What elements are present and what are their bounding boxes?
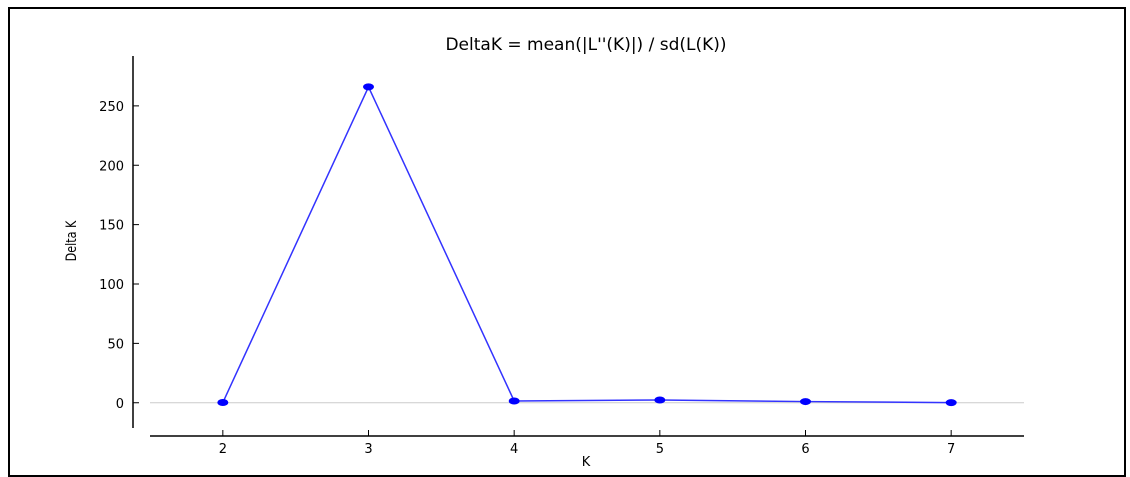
x-tick-label: 2 bbox=[219, 442, 227, 457]
series-line bbox=[222, 85, 952, 404]
x-tick-label: 7 bbox=[947, 442, 955, 457]
x-tick-label: 5 bbox=[656, 442, 664, 457]
data-point bbox=[363, 83, 374, 91]
data-point bbox=[945, 399, 957, 407]
y-ticks: 0 50 100 150 200 250 bbox=[99, 100, 139, 412]
y-tick-label: 150 bbox=[99, 219, 124, 234]
x-tick-label: 4 bbox=[510, 442, 518, 457]
x-tick-label: 6 bbox=[801, 442, 809, 457]
y-tick-label: 50 bbox=[107, 337, 124, 352]
chart-title: DeltaK = mean(|L''(K)|) / sd(L(K)) bbox=[445, 35, 726, 55]
x-axis-label: K bbox=[582, 455, 591, 468]
figure-frame bbox=[8, 7, 1126, 477]
data-point bbox=[654, 396, 666, 404]
y-tick-label: 250 bbox=[99, 100, 124, 115]
data-point bbox=[800, 398, 811, 406]
y-tick-label: 200 bbox=[99, 159, 124, 174]
y-tick-label: 0 bbox=[116, 397, 124, 412]
data-point bbox=[508, 397, 520, 405]
y-tick-label: 100 bbox=[99, 278, 124, 293]
data-points bbox=[217, 83, 957, 407]
x-tick-label: 3 bbox=[364, 442, 372, 457]
y-axis-label: Delta K bbox=[63, 220, 80, 261]
x-ticks: 2 3 4 5 6 7 bbox=[219, 430, 955, 457]
data-point bbox=[217, 399, 229, 407]
